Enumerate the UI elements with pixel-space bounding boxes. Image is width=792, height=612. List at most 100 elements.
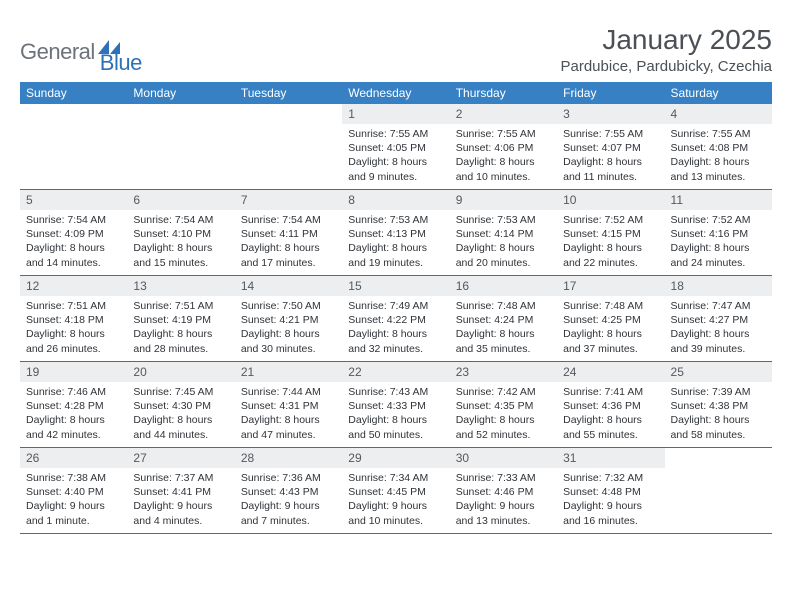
day-details: Sunrise: 7:51 AMSunset: 4:18 PMDaylight:…: [20, 296, 127, 360]
date-number: 24: [557, 362, 664, 382]
calendar-body: 1Sunrise: 7:55 AMSunset: 4:05 PMDaylight…: [20, 104, 772, 534]
day-details: Sunrise: 7:41 AMSunset: 4:36 PMDaylight:…: [557, 382, 664, 446]
calendar-cell: 8Sunrise: 7:53 AMSunset: 4:13 PMDaylight…: [342, 190, 449, 276]
date-number: 16: [450, 276, 557, 296]
day-details: Sunrise: 7:54 AMSunset: 4:11 PMDaylight:…: [235, 210, 342, 274]
calendar-cell: 17Sunrise: 7:48 AMSunset: 4:25 PMDayligh…: [557, 276, 664, 362]
calendar-cell: 15Sunrise: 7:49 AMSunset: 4:22 PMDayligh…: [342, 276, 449, 362]
calendar-cell: 4Sunrise: 7:55 AMSunset: 4:08 PMDaylight…: [665, 104, 772, 190]
calendar-cell: 26Sunrise: 7:38 AMSunset: 4:40 PMDayligh…: [20, 448, 127, 534]
date-number: 7: [235, 190, 342, 210]
day-header: Monday: [127, 82, 234, 104]
date-number: 14: [235, 276, 342, 296]
calendar-cell: 5Sunrise: 7:54 AMSunset: 4:09 PMDaylight…: [20, 190, 127, 276]
date-number: 5: [20, 190, 127, 210]
date-number: 2: [450, 104, 557, 124]
day-details: Sunrise: 7:54 AMSunset: 4:09 PMDaylight:…: [20, 210, 127, 274]
calendar-cell: 6Sunrise: 7:54 AMSunset: 4:10 PMDaylight…: [127, 190, 234, 276]
date-number: 3: [557, 104, 664, 124]
calendar-cell: 22Sunrise: 7:43 AMSunset: 4:33 PMDayligh…: [342, 362, 449, 448]
calendar-week-row: 12Sunrise: 7:51 AMSunset: 4:18 PMDayligh…: [20, 276, 772, 362]
date-number: 6: [127, 190, 234, 210]
calendar-cell: 29Sunrise: 7:34 AMSunset: 4:45 PMDayligh…: [342, 448, 449, 534]
calendar-cell: [665, 448, 772, 534]
calendar-cell: 16Sunrise: 7:48 AMSunset: 4:24 PMDayligh…: [450, 276, 557, 362]
date-number: 8: [342, 190, 449, 210]
logo-text-blue: Blue: [100, 50, 142, 76]
day-details: Sunrise: 7:42 AMSunset: 4:35 PMDaylight:…: [450, 382, 557, 446]
day-details: Sunrise: 7:44 AMSunset: 4:31 PMDaylight:…: [235, 382, 342, 446]
day-header: Thursday: [450, 82, 557, 104]
logo: General Blue: [20, 28, 142, 76]
calendar-week-row: 5Sunrise: 7:54 AMSunset: 4:09 PMDaylight…: [20, 190, 772, 276]
calendar-cell: 28Sunrise: 7:36 AMSunset: 4:43 PMDayligh…: [235, 448, 342, 534]
calendar-cell: [20, 104, 127, 190]
calendar-cell: 23Sunrise: 7:42 AMSunset: 4:35 PMDayligh…: [450, 362, 557, 448]
title-block: January 2025 Pardubice, Pardubicky, Czec…: [561, 24, 773, 75]
day-details: Sunrise: 7:49 AMSunset: 4:22 PMDaylight:…: [342, 296, 449, 360]
calendar-cell: 7Sunrise: 7:54 AMSunset: 4:11 PMDaylight…: [235, 190, 342, 276]
day-details: Sunrise: 7:39 AMSunset: 4:38 PMDaylight:…: [665, 382, 772, 446]
calendar-cell: 21Sunrise: 7:44 AMSunset: 4:31 PMDayligh…: [235, 362, 342, 448]
calendar-week-row: 1Sunrise: 7:55 AMSunset: 4:05 PMDaylight…: [20, 104, 772, 190]
calendar-week-row: 19Sunrise: 7:46 AMSunset: 4:28 PMDayligh…: [20, 362, 772, 448]
date-number: 17: [557, 276, 664, 296]
day-details: Sunrise: 7:55 AMSunset: 4:07 PMDaylight:…: [557, 124, 664, 188]
day-details: Sunrise: 7:50 AMSunset: 4:21 PMDaylight:…: [235, 296, 342, 360]
date-number: 18: [665, 276, 772, 296]
day-details: Sunrise: 7:53 AMSunset: 4:13 PMDaylight:…: [342, 210, 449, 274]
day-header-row: Sunday Monday Tuesday Wednesday Thursday…: [20, 82, 772, 104]
calendar-cell: 31Sunrise: 7:32 AMSunset: 4:48 PMDayligh…: [557, 448, 664, 534]
day-details: Sunrise: 7:37 AMSunset: 4:41 PMDaylight:…: [127, 468, 234, 532]
calendar-cell: 25Sunrise: 7:39 AMSunset: 4:38 PMDayligh…: [665, 362, 772, 448]
day-details: Sunrise: 7:55 AMSunset: 4:08 PMDaylight:…: [665, 124, 772, 188]
month-title: January 2025: [561, 24, 773, 56]
date-number: 4: [665, 104, 772, 124]
date-number: 21: [235, 362, 342, 382]
date-number: 23: [450, 362, 557, 382]
day-details: Sunrise: 7:45 AMSunset: 4:30 PMDaylight:…: [127, 382, 234, 446]
day-header: Sunday: [20, 82, 127, 104]
date-number: 10: [557, 190, 664, 210]
date-number: 20: [127, 362, 234, 382]
calendar-cell: [235, 104, 342, 190]
day-header: Tuesday: [235, 82, 342, 104]
date-number: 9: [450, 190, 557, 210]
calendar-cell: [127, 104, 234, 190]
calendar-week-row: 26Sunrise: 7:38 AMSunset: 4:40 PMDayligh…: [20, 448, 772, 534]
date-number: 19: [20, 362, 127, 382]
date-number: 22: [342, 362, 449, 382]
date-number: 1: [342, 104, 449, 124]
day-header: Friday: [557, 82, 664, 104]
calendar-cell: 30Sunrise: 7:33 AMSunset: 4:46 PMDayligh…: [450, 448, 557, 534]
header: General Blue January 2025 Pardubice, Par…: [20, 24, 772, 76]
calendar-cell: 13Sunrise: 7:51 AMSunset: 4:19 PMDayligh…: [127, 276, 234, 362]
day-details: Sunrise: 7:55 AMSunset: 4:06 PMDaylight:…: [450, 124, 557, 188]
calendar-cell: 20Sunrise: 7:45 AMSunset: 4:30 PMDayligh…: [127, 362, 234, 448]
day-details: Sunrise: 7:48 AMSunset: 4:25 PMDaylight:…: [557, 296, 664, 360]
day-details: Sunrise: 7:32 AMSunset: 4:48 PMDaylight:…: [557, 468, 664, 532]
day-details: Sunrise: 7:38 AMSunset: 4:40 PMDaylight:…: [20, 468, 127, 532]
calendar-cell: 12Sunrise: 7:51 AMSunset: 4:18 PMDayligh…: [20, 276, 127, 362]
calendar-cell: 2Sunrise: 7:55 AMSunset: 4:06 PMDaylight…: [450, 104, 557, 190]
day-details: Sunrise: 7:55 AMSunset: 4:05 PMDaylight:…: [342, 124, 449, 188]
date-number: 28: [235, 448, 342, 468]
calendar-cell: 11Sunrise: 7:52 AMSunset: 4:16 PMDayligh…: [665, 190, 772, 276]
calendar-cell: 9Sunrise: 7:53 AMSunset: 4:14 PMDaylight…: [450, 190, 557, 276]
date-number: 15: [342, 276, 449, 296]
calendar-cell: 24Sunrise: 7:41 AMSunset: 4:36 PMDayligh…: [557, 362, 664, 448]
day-header: Wednesday: [342, 82, 449, 104]
day-header: Saturday: [665, 82, 772, 104]
calendar-cell: 14Sunrise: 7:50 AMSunset: 4:21 PMDayligh…: [235, 276, 342, 362]
day-details: Sunrise: 7:33 AMSunset: 4:46 PMDaylight:…: [450, 468, 557, 532]
calendar-cell: 27Sunrise: 7:37 AMSunset: 4:41 PMDayligh…: [127, 448, 234, 534]
day-details: Sunrise: 7:36 AMSunset: 4:43 PMDaylight:…: [235, 468, 342, 532]
calendar-cell: 10Sunrise: 7:52 AMSunset: 4:15 PMDayligh…: [557, 190, 664, 276]
date-number: 26: [20, 448, 127, 468]
day-details: Sunrise: 7:54 AMSunset: 4:10 PMDaylight:…: [127, 210, 234, 274]
logo-text-general: General: [20, 39, 95, 65]
day-details: Sunrise: 7:34 AMSunset: 4:45 PMDaylight:…: [342, 468, 449, 532]
day-details: Sunrise: 7:53 AMSunset: 4:14 PMDaylight:…: [450, 210, 557, 274]
date-number: 25: [665, 362, 772, 382]
calendar-cell: 3Sunrise: 7:55 AMSunset: 4:07 PMDaylight…: [557, 104, 664, 190]
